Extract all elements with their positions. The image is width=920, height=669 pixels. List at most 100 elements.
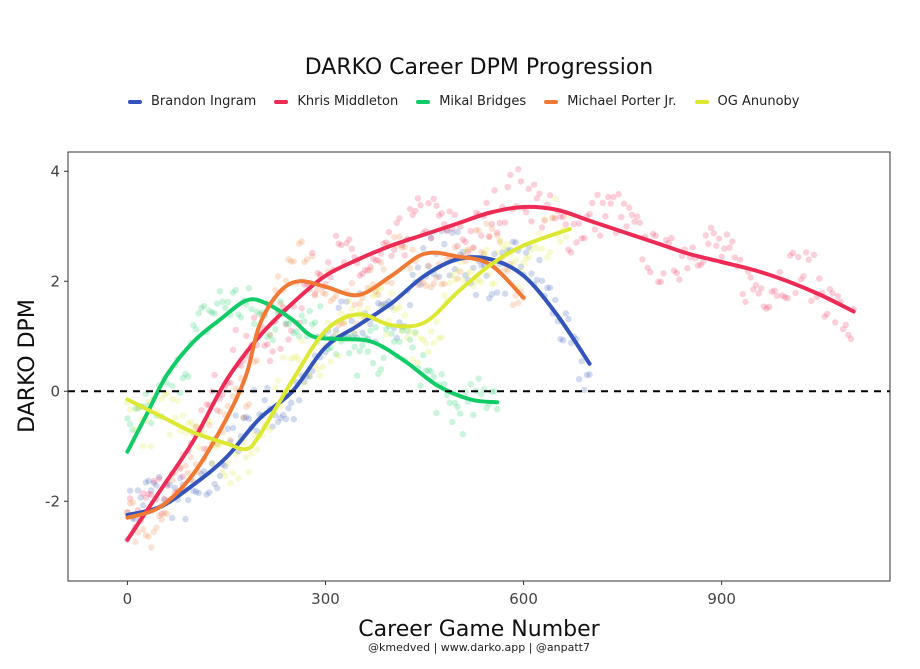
data-point: [398, 244, 406, 251]
data-point: [375, 370, 382, 378]
data-point: [509, 301, 517, 309]
data-point: [523, 255, 530, 262]
legend-label: Michael Porter Jr.: [567, 94, 677, 109]
data-point: [200, 445, 208, 453]
chart-title: DARKO Career DPM Progression: [304, 55, 654, 80]
data-point: [478, 278, 485, 286]
data-point: [427, 368, 435, 375]
data-point: [776, 268, 783, 276]
data-point: [430, 373, 437, 380]
data-point: [335, 240, 342, 247]
data-point: [155, 512, 163, 520]
data-point: [184, 373, 192, 380]
data-point: [565, 315, 572, 323]
data-point: [306, 373, 313, 380]
data-point: [232, 385, 239, 392]
data-point: [528, 270, 535, 277]
data-point: [155, 475, 163, 483]
data-point: [763, 305, 770, 312]
data-point: [404, 334, 411, 342]
data-point: [771, 287, 778, 294]
data-point: [491, 250, 498, 258]
data-point: [729, 238, 736, 245]
data-point: [610, 193, 617, 201]
data-point: [295, 397, 303, 404]
data-point: [433, 274, 440, 281]
data-point: [552, 296, 559, 304]
data-point: [795, 253, 802, 261]
legend-key: [128, 99, 142, 104]
data-point: [449, 271, 456, 279]
data-point: [129, 426, 136, 433]
data-point: [425, 367, 432, 374]
data-point: [496, 238, 503, 245]
data-point: [169, 477, 176, 484]
data-point: [211, 310, 218, 317]
data-point: [219, 298, 226, 306]
data-point: [264, 341, 271, 348]
data-point: [530, 181, 538, 188]
data-point: [353, 372, 361, 379]
data-point: [224, 402, 231, 410]
data-point: [359, 270, 366, 277]
data-point: [277, 298, 284, 305]
data-point: [388, 252, 395, 260]
data-point: [390, 234, 398, 241]
data-point: [319, 363, 327, 371]
data-point: [206, 489, 213, 496]
series-line-mikal-bridges: [125, 297, 500, 454]
legend-item: Khris Middleton: [274, 94, 398, 109]
data-point: [512, 292, 519, 299]
data-point: [615, 191, 622, 198]
data-point: [781, 294, 789, 301]
data-point: [126, 500, 134, 507]
data-point: [332, 232, 340, 240]
data-point: [438, 280, 445, 288]
data-point: [224, 460, 231, 468]
data-point: [504, 240, 511, 248]
data-point: [227, 436, 234, 443]
data-point: [369, 292, 377, 300]
data-point: [417, 281, 424, 288]
data-point: [285, 405, 292, 412]
data-point: [409, 344, 416, 351]
data-point: [227, 379, 234, 386]
data-point: [420, 245, 427, 252]
data-point: [427, 283, 435, 291]
data-point: [290, 329, 298, 337]
legend-label: OG Anunoby: [717, 94, 800, 109]
data-point: [248, 305, 255, 313]
data-point: [206, 421, 213, 429]
data-point: [462, 238, 469, 246]
data-point: [459, 236, 467, 243]
data-point: [438, 334, 445, 341]
data-point: [546, 284, 554, 291]
data-point: [504, 267, 511, 275]
data-point: [293, 353, 300, 360]
data-point: [232, 412, 239, 419]
data-point: [229, 346, 237, 354]
data-point: [491, 280, 498, 287]
data-point: [306, 307, 313, 315]
data-point: [433, 202, 440, 209]
data-point: [464, 248, 472, 256]
data-point: [401, 312, 408, 319]
data-point: [454, 267, 461, 275]
data-point: [367, 263, 374, 271]
data-point: [309, 253, 316, 260]
data-point: [171, 414, 179, 421]
data-point: [475, 375, 482, 382]
data-point: [467, 227, 474, 235]
data-point: [496, 219, 503, 227]
data-point: [427, 234, 435, 242]
data-point: [470, 244, 477, 252]
data-point: [462, 272, 469, 279]
data-point: [726, 244, 733, 251]
data-point: [211, 371, 218, 379]
data-point: [266, 332, 274, 339]
data-point: [330, 295, 337, 302]
data-point: [356, 306, 364, 314]
data-point: [618, 213, 625, 221]
data-point: [158, 516, 165, 523]
